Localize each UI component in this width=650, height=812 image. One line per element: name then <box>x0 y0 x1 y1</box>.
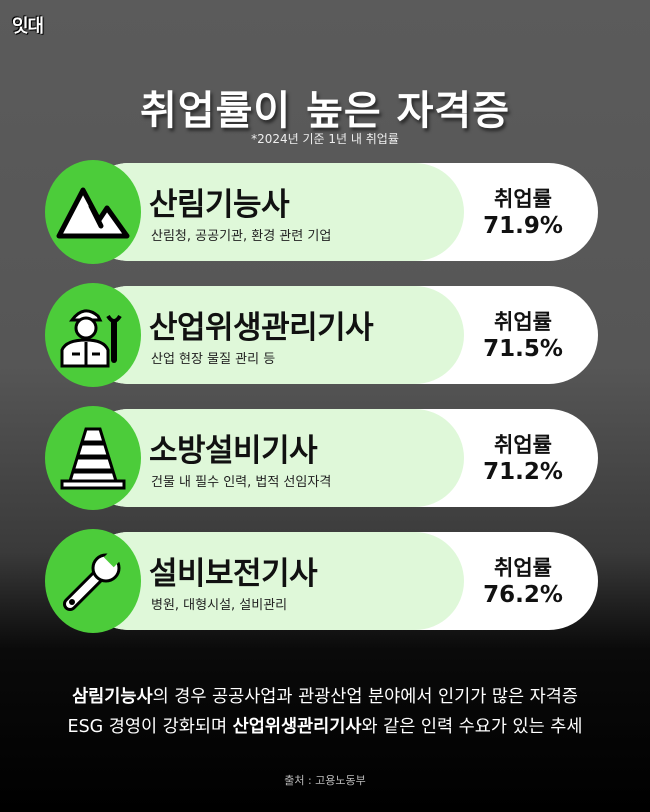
rate-value: 71.2% <box>483 459 563 485</box>
rate-value: 71.9% <box>483 213 563 239</box>
mountain-icon <box>45 160 141 264</box>
cert-desc: 산림청, 공공기관, 환경 관련 기업 <box>151 229 332 244</box>
cert-name: 소방설비기사 <box>149 433 318 469</box>
summary-line-1: 삼림기능사의 경우 공공사업과 관광산업 분야에서 인기가 많은 자격증 <box>0 682 650 712</box>
source-credit: 출처 : 고용노동부 <box>284 774 366 787</box>
summary-text: 삼림기능사의 경우 공공사업과 관광산업 분야에서 인기가 많은 자격증 ESG… <box>0 682 650 742</box>
page-title: 취업률이 높은 자격증 <box>139 88 511 134</box>
cert-desc: 병원, 대형시설, 설비관리 <box>151 598 288 613</box>
card-highlight <box>80 532 464 630</box>
cert-card: 산림기능사 산림청, 공공기관, 환경 관련 기업 취업률 71.9% <box>80 163 598 261</box>
summary-highlight: 산업위생관리기사 <box>232 717 362 737</box>
rate-value: 76.2% <box>483 582 563 608</box>
footnote: *2024년 기준 1년 내 취업률 <box>251 132 399 146</box>
summary-text-part: 와 같은 인력 수요가 있는 추세 <box>361 717 583 737</box>
cert-card: 소방설비기사 건물 내 필수 인력, 법적 선임자격 취업률 71.2% <box>80 409 598 507</box>
rate-label: 취업률 <box>494 187 552 211</box>
card-highlight <box>80 409 464 507</box>
cert-card: 산업위생관리기사 산업 현장 물질 관리 등 취업률 71.5% <box>80 286 598 384</box>
rate-label: 취업률 <box>494 310 552 334</box>
summary-text-part: 의 경우 공공사업과 관광산업 분야에서 인기가 많은 자격증 <box>152 687 578 707</box>
rate-label: 취업률 <box>494 556 552 580</box>
cert-desc: 산업 현장 물질 관리 등 <box>151 352 276 367</box>
cert-name: 산업위생관리기사 <box>149 310 374 346</box>
card-highlight <box>80 163 464 261</box>
cert-desc: 건물 내 필수 인력, 법적 선임자격 <box>151 475 332 490</box>
rate-label: 취업률 <box>494 433 552 457</box>
cert-name: 산림기능사 <box>149 187 290 223</box>
worker-wrench-icon <box>45 283 141 387</box>
wrench-icon <box>45 529 141 633</box>
card-highlight <box>80 286 464 384</box>
rate-value: 71.5% <box>483 336 563 362</box>
summary-text-part: ESG 경영이 강화되며 <box>67 717 233 737</box>
summary-line-2: ESG 경영이 강화되며 산업위생관리기사와 같은 인력 수요가 있는 추세 <box>0 712 650 742</box>
logo: 잇대 <box>12 16 44 37</box>
summary-highlight: 삼림기능사 <box>72 687 153 707</box>
cert-card: 설비보전기사 병원, 대형시설, 설비관리 취업률 76.2% <box>80 532 598 630</box>
cert-name: 설비보전기사 <box>149 556 318 592</box>
traffic-cone-icon <box>45 406 141 510</box>
